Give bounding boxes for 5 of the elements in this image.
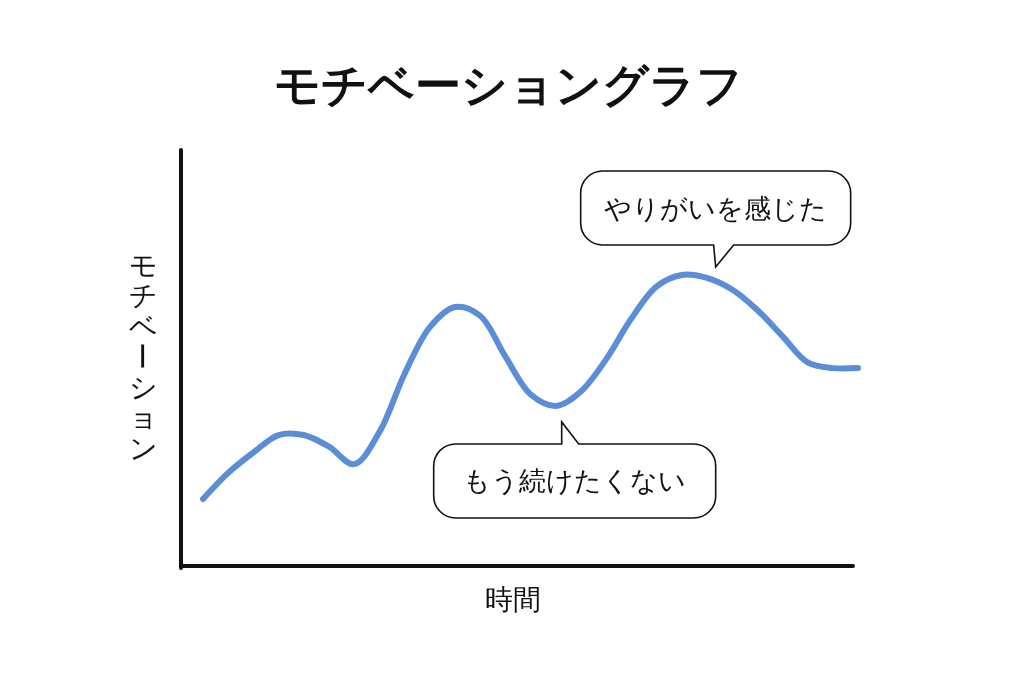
- annotation: やりがいを感じた: [604, 192, 828, 224]
- annotation: もう続けたくない: [463, 465, 687, 497]
- x-axis-title: 時間: [485, 583, 541, 616]
- y-axis-title: モチベーション: [125, 248, 159, 465]
- chart-title: モチベーショングラフ: [273, 58, 743, 112]
